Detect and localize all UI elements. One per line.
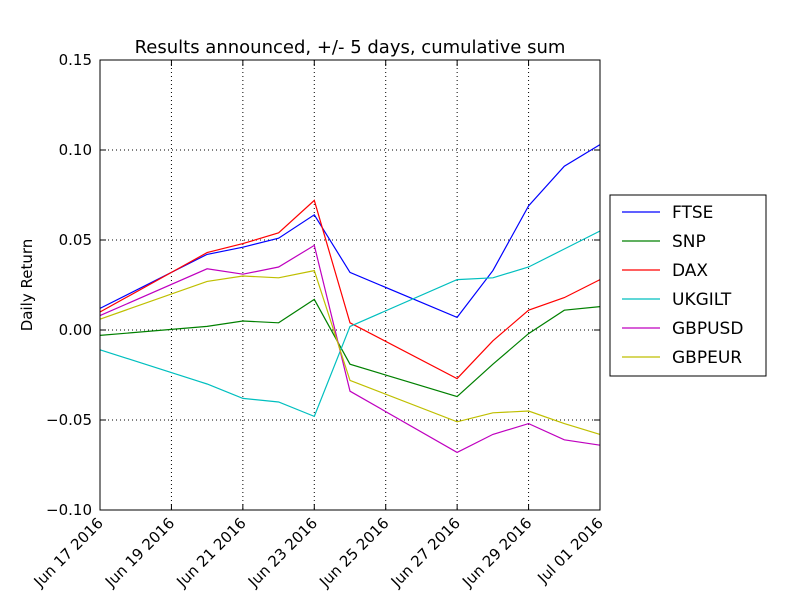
x-tick-label: Jun 25 2016	[315, 514, 392, 591]
x-tick-label: Jul 01 2016	[533, 514, 606, 587]
legend: FTSE SNP DAX UKGILT GBPUSD GBPEUR	[609, 194, 767, 377]
series-lines	[99, 144, 601, 454]
plot-frame	[99, 59, 601, 511]
series-line-gbpeur	[99, 269, 601, 435]
legend-label: GBPEUR	[672, 348, 742, 368]
y-tick-label: −0.10	[46, 501, 92, 519]
chart-title: Results announced, +/- 5 days, cumulativ…	[135, 37, 566, 58]
legend-label: GBPUSD	[672, 319, 743, 339]
legend-label: SNP	[672, 232, 706, 252]
series-line-dax	[99, 199, 601, 380]
x-tick-label: Jun 23 2016	[244, 514, 321, 591]
legend-box	[609, 194, 767, 377]
y-tick-label: 0.00	[59, 321, 92, 339]
legend-label: FTSE	[672, 203, 713, 223]
series-line-ftse	[99, 144, 601, 319]
x-tick-label: Jun 17 2016	[30, 514, 107, 591]
legend-label: DAX	[672, 261, 708, 281]
grid	[100, 60, 600, 510]
y-tick-label: −0.05	[46, 411, 92, 429]
x-tick-label: Jun 19 2016	[101, 514, 178, 591]
legend-label: UKGILT	[672, 290, 732, 310]
y-axis-label: Daily Return	[18, 239, 36, 332]
series-line-snp	[99, 298, 601, 398]
x-tick-label: Jun 21 2016	[172, 514, 249, 591]
y-tick-label: 0.15	[59, 51, 92, 69]
series-line-ukgilt	[99, 230, 601, 418]
y-tick-label: 0.10	[59, 141, 92, 159]
series-line-gbpusd	[99, 244, 601, 454]
x-tick-label: Jun 27 2016	[387, 514, 464, 591]
x-tick-label: Jun 29 2016	[458, 514, 535, 591]
y-tick-label: 0.05	[59, 231, 92, 249]
